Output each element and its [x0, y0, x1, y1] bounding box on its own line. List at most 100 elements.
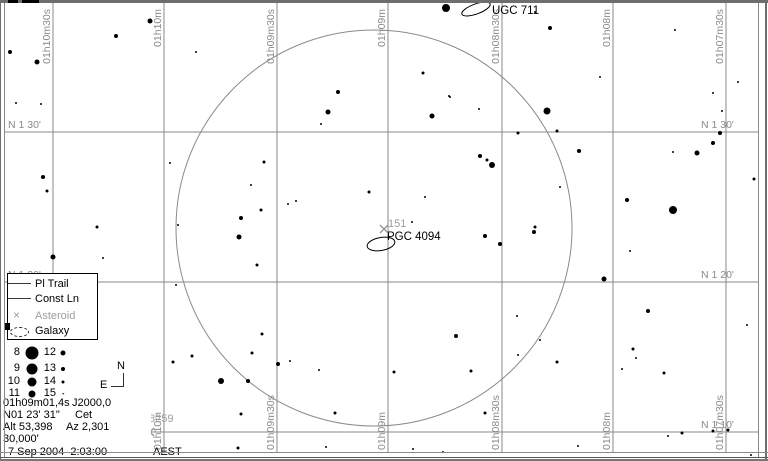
star [711, 141, 715, 145]
star [454, 334, 458, 338]
magnitude-dot [62, 392, 64, 395]
legend-label: Galaxy [35, 325, 70, 337]
star [534, 11, 536, 13]
star [239, 216, 243, 220]
star [539, 339, 541, 341]
star [516, 315, 518, 317]
star [320, 123, 322, 125]
window-top-tab [22, 0, 39, 3]
star [239, 412, 243, 416]
star [629, 250, 631, 252]
star [246, 379, 250, 383]
star [276, 362, 280, 366]
alt-value: Alt 53,398 [3, 421, 53, 433]
ra-label-bottom: 01h07m30s [714, 395, 726, 450]
dec-label-right: N 1 20' [701, 269, 734, 281]
star [712, 92, 714, 94]
star [8, 50, 12, 54]
window-border-bottom-outer [0, 457, 768, 458]
legend-label: Pl Trail [35, 278, 69, 290]
compass-east-label: E [100, 379, 108, 391]
magnitude-dot [25, 346, 39, 359]
star [577, 445, 579, 447]
magnitude-row: 10 14 [0, 375, 151, 388]
legend-box-notch [5, 323, 10, 330]
star [469, 369, 473, 373]
dec-label-right: N 1 30' [701, 119, 734, 131]
star [318, 369, 320, 371]
legend-label: Asteroid [35, 310, 76, 322]
star [516, 131, 520, 135]
star [449, 96, 451, 98]
star [750, 454, 752, 456]
ra-value: 01h09m01,4s [3, 397, 70, 409]
star [392, 370, 396, 374]
star [498, 242, 502, 246]
galaxy-label: PGC 4094 [387, 231, 441, 243]
legend-item-asteroid: × Asteroid [8, 308, 97, 323]
star [721, 110, 723, 112]
star [555, 360, 559, 364]
star [669, 206, 677, 214]
star [325, 109, 331, 115]
star [114, 34, 118, 38]
star [250, 184, 252, 186]
magnitude-value: 8 [13, 346, 20, 358]
ra-label-bottom: 01h10m [152, 412, 164, 450]
star [190, 354, 194, 358]
compass-east-line [111, 386, 124, 387]
galaxy-label: UGC 711 [492, 5, 539, 17]
constellation-value: Cet [75, 409, 93, 421]
window-border-left-outer [0, 0, 1, 461]
status-ra-epoch: 01h09m01,4s J2000,0 [0, 397, 160, 409]
ra-label-bottom: 01h09m30s [265, 395, 277, 450]
star [662, 371, 666, 375]
symbol-legend-box: Pl Trail Const Ln × Asteroid Galaxy [5, 273, 98, 340]
magnitude-value: 9 [13, 362, 20, 374]
dec-label-left: N 1 30' [8, 119, 41, 131]
dec-value: N01 23' 31" [3, 409, 60, 421]
fov-circle [175, 29, 573, 427]
ra-label-top: 01h08m30s [490, 9, 502, 64]
asteroid-label: 8259 [149, 413, 173, 425]
galaxy-symbol [461, 1, 491, 17]
star [485, 158, 489, 162]
info-panel: 8 12 9 13 10 14 11 15 N E 01h09m01,4 [0, 340, 151, 461]
star [295, 200, 297, 202]
star [489, 162, 495, 168]
star [50, 254, 56, 260]
field-size-value: 30,000' [3, 433, 39, 445]
star [548, 26, 552, 30]
magnitude-row: 8 12 [0, 346, 151, 359]
ra-label-top: 01h07m30s [714, 9, 726, 64]
star [34, 59, 40, 65]
star [533, 225, 537, 229]
window-border-bottom-inner [0, 452, 768, 453]
star [367, 190, 371, 194]
ra-label-bottom: 01h08m [601, 412, 613, 450]
star [250, 351, 254, 355]
star [421, 71, 425, 75]
star [726, 428, 730, 432]
epoch-value: J2000,0 [72, 397, 112, 409]
star [680, 431, 684, 435]
star [147, 18, 153, 24]
constellation-line-icon [8, 298, 31, 299]
star [694, 150, 700, 156]
magnitude-dot [26, 363, 38, 374]
compass-north-label: N [117, 360, 125, 372]
az-value: Az 2,301 [66, 421, 110, 433]
status-altaz: Alt 53,398 Az 2,301 [0, 421, 160, 433]
ra-label-top: 01h10m30s [41, 9, 53, 64]
star [195, 51, 197, 53]
window-border-right-inner [758, 3, 759, 458]
star [737, 81, 739, 83]
legend-item-galaxy: Galaxy [8, 324, 97, 338]
star [559, 186, 561, 188]
star [555, 129, 559, 133]
star [255, 263, 259, 267]
star [289, 360, 291, 362]
star [635, 357, 637, 359]
legend-label: Const Ln [35, 293, 80, 305]
